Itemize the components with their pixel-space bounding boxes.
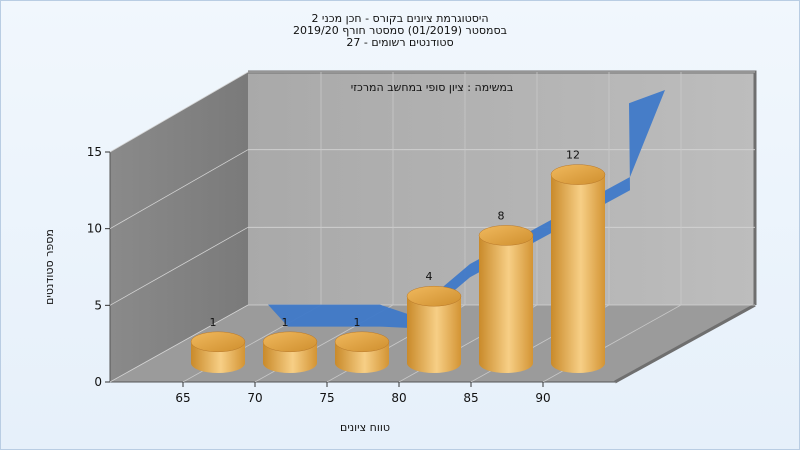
back-wall [248, 72, 755, 305]
bar-value-label: 1 [210, 316, 217, 329]
y-tick-label: 5 [94, 298, 102, 312]
chart-title-line-1: היסטוגרמת ציונים בקורס - חכן מכני 2 [311, 12, 489, 25]
y-tick-label: 15 [87, 145, 102, 159]
bar-value-label: 4 [426, 270, 433, 283]
y-gridline-left-0 [109, 304, 249, 383]
bar-body-80 [407, 296, 461, 373]
y-gridline-left-10 [109, 149, 249, 230]
y-tick-label: 0 [94, 375, 102, 389]
bar-top-90 [550, 164, 606, 185]
bar-body-90 [551, 174, 605, 373]
chart-annotation: במשימה : ציון סופי במחשב המרכזי [351, 81, 514, 94]
bar-value-label: 8 [498, 209, 505, 222]
bar-top-70 [262, 331, 318, 353]
bar-top-80 [406, 285, 462, 307]
x-tick-label: 75 [319, 391, 334, 405]
bar-top-85 [478, 225, 534, 246]
y-tick-label: 10 [87, 222, 102, 236]
x-tick-label: 85 [463, 391, 478, 405]
x-tick-label: 65 [175, 391, 190, 405]
chart-title-line-2: בסמסטר (01/2019) סמסטר חורף 2019/20 [293, 24, 507, 37]
y-axis-title: מספר סטודנטים [43, 229, 56, 305]
y-gridline-left-15 [109, 71, 249, 153]
bar-top-75 [334, 331, 390, 353]
bar-top-65 [190, 331, 246, 353]
x-axis-title: טווח ציונים [340, 421, 390, 434]
bar-value-label: 12 [566, 149, 580, 162]
y-gridline-left-5 [109, 226, 249, 306]
floor-edge [614, 303, 756, 384]
x-tick-label: 80 [391, 391, 406, 405]
bar-value-label: 1 [354, 316, 361, 329]
left-wall [110, 72, 248, 382]
x-tick-label: 90 [535, 391, 550, 405]
chart-title-line-3: סטודנטים רשומים - 27 [346, 36, 454, 49]
bar-body-85 [479, 235, 533, 373]
bar-value-label: 1 [282, 316, 289, 329]
x-tick-label: 70 [247, 391, 262, 405]
